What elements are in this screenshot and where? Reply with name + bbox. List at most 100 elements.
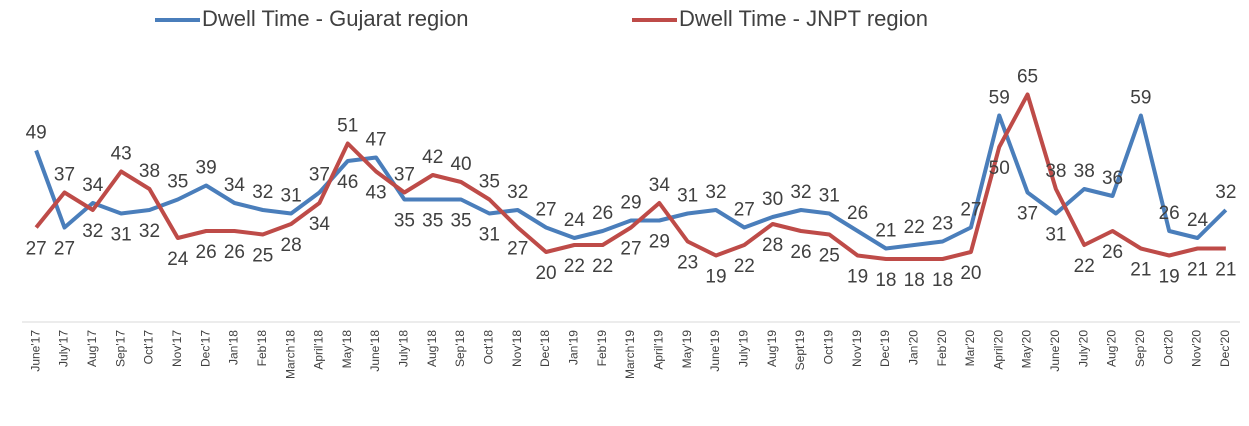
data-label: 18 bbox=[932, 270, 953, 291]
data-label: 19 bbox=[847, 267, 868, 288]
x-tick-label: Mar'20 bbox=[963, 330, 977, 367]
data-label: 26 bbox=[592, 203, 613, 224]
data-label: 25 bbox=[819, 246, 840, 267]
x-tick-label: Sep'18 bbox=[453, 330, 467, 367]
data-label: 35 bbox=[422, 211, 443, 232]
data-label: 43 bbox=[365, 183, 386, 204]
data-label: 22 bbox=[904, 217, 925, 238]
x-tick-label: May'18 bbox=[340, 330, 354, 369]
x-tick-label: Oct'19 bbox=[821, 330, 835, 365]
data-label: 37 bbox=[54, 165, 75, 186]
x-tick-label: Nov'20 bbox=[1190, 330, 1204, 367]
x-tick-label: July'20 bbox=[1076, 330, 1090, 367]
x-tick-label: Feb'20 bbox=[935, 330, 949, 367]
data-label: 32 bbox=[252, 182, 273, 203]
data-label: 24 bbox=[167, 249, 189, 270]
data-label: 46 bbox=[337, 172, 358, 193]
x-tick-label: June'20 bbox=[1048, 330, 1062, 372]
x-tick-label: March'18 bbox=[283, 330, 297, 379]
data-label: 27 bbox=[960, 200, 981, 221]
data-label: 26 bbox=[790, 242, 811, 263]
x-tick-label: Aug'17 bbox=[85, 330, 99, 367]
data-label: 21 bbox=[1215, 260, 1236, 281]
x-tick-label: Jan'20 bbox=[906, 330, 920, 365]
data-label: 32 bbox=[139, 221, 160, 242]
legend-label: Dwell Time - JNPT region bbox=[679, 6, 928, 31]
x-tick-label: June'17 bbox=[28, 330, 42, 372]
data-label: 32 bbox=[82, 221, 103, 242]
data-label: 21 bbox=[875, 221, 896, 242]
data-label: 34 bbox=[224, 175, 246, 196]
data-label: 35 bbox=[479, 172, 500, 193]
data-label: 31 bbox=[677, 186, 698, 207]
data-label: 32 bbox=[790, 182, 811, 203]
data-label: 29 bbox=[620, 193, 641, 214]
data-label: 35 bbox=[394, 211, 415, 232]
data-label: 27 bbox=[54, 239, 75, 260]
data-label: 36 bbox=[1102, 168, 1123, 189]
data-label: 32 bbox=[507, 182, 528, 203]
data-label: 22 bbox=[734, 256, 755, 277]
data-label: 24 bbox=[1187, 210, 1209, 231]
data-label: 25 bbox=[252, 246, 273, 267]
data-label: 32 bbox=[1215, 182, 1236, 203]
data-label: 18 bbox=[875, 270, 896, 291]
data-label: 50 bbox=[989, 158, 1010, 179]
data-label: 28 bbox=[281, 235, 302, 256]
x-tick-label: Sep'17 bbox=[113, 330, 127, 367]
x-tick-label: Jan'18 bbox=[227, 330, 241, 365]
data-label: 20 bbox=[535, 263, 556, 284]
x-tick-label: Aug'19 bbox=[765, 330, 779, 367]
data-label: 42 bbox=[422, 147, 443, 168]
data-label: 49 bbox=[26, 123, 47, 144]
x-tick-label: April'19 bbox=[651, 330, 665, 370]
data-label: 31 bbox=[479, 225, 500, 246]
x-tick-label: Dec'17 bbox=[198, 330, 212, 367]
data-label: 26 bbox=[1102, 242, 1123, 263]
data-label: 29 bbox=[649, 232, 670, 253]
series-line bbox=[34, 92, 1226, 261]
x-tick-label: Dec'20 bbox=[1218, 330, 1232, 367]
data-label: 38 bbox=[1074, 161, 1095, 182]
data-label: 26 bbox=[196, 242, 217, 263]
data-label: 22 bbox=[564, 256, 585, 277]
x-tick-label: June'19 bbox=[708, 330, 722, 372]
data-label: 27 bbox=[507, 239, 528, 260]
x-tick-label: Dec'19 bbox=[878, 330, 892, 367]
data-label: 37 bbox=[394, 165, 415, 186]
x-tick-label: Oct'17 bbox=[142, 330, 156, 365]
x-tick-label: June'18 bbox=[368, 330, 382, 372]
data-label: 47 bbox=[365, 130, 386, 151]
data-label: 35 bbox=[167, 172, 188, 193]
data-label: 34 bbox=[649, 175, 671, 196]
data-label: 32 bbox=[705, 182, 726, 203]
data-label: 24 bbox=[564, 210, 586, 231]
x-tick-label: Aug'20 bbox=[1105, 330, 1119, 367]
data-label: 26 bbox=[224, 242, 245, 263]
x-tick-label: Oct'20 bbox=[1161, 330, 1175, 365]
data-label: 34 bbox=[309, 214, 331, 235]
x-tick-label: July'17 bbox=[57, 330, 71, 367]
data-label: 59 bbox=[989, 88, 1010, 109]
data-label: 27 bbox=[734, 200, 755, 221]
data-label: 27 bbox=[535, 200, 556, 221]
data-label: 26 bbox=[847, 203, 868, 224]
data-label: 38 bbox=[1045, 161, 1066, 182]
data-label: 30 bbox=[762, 189, 783, 210]
data-label: 23 bbox=[677, 253, 698, 274]
x-tick-label: April'20 bbox=[991, 330, 1005, 370]
x-tick-label: Jan'19 bbox=[567, 330, 581, 365]
data-label: 37 bbox=[1017, 204, 1038, 225]
data-label: 27 bbox=[620, 239, 641, 260]
data-label: 34 bbox=[82, 175, 104, 196]
x-tick-label: Feb'19 bbox=[595, 330, 609, 367]
data-label: 19 bbox=[1159, 267, 1180, 288]
data-label: 21 bbox=[1187, 260, 1208, 281]
data-label: 43 bbox=[111, 144, 132, 165]
data-label: 65 bbox=[1017, 67, 1038, 88]
data-label: 22 bbox=[592, 256, 613, 277]
data-label: 22 bbox=[1074, 256, 1095, 277]
data-label: 31 bbox=[281, 186, 302, 207]
data-label: 40 bbox=[450, 154, 471, 175]
